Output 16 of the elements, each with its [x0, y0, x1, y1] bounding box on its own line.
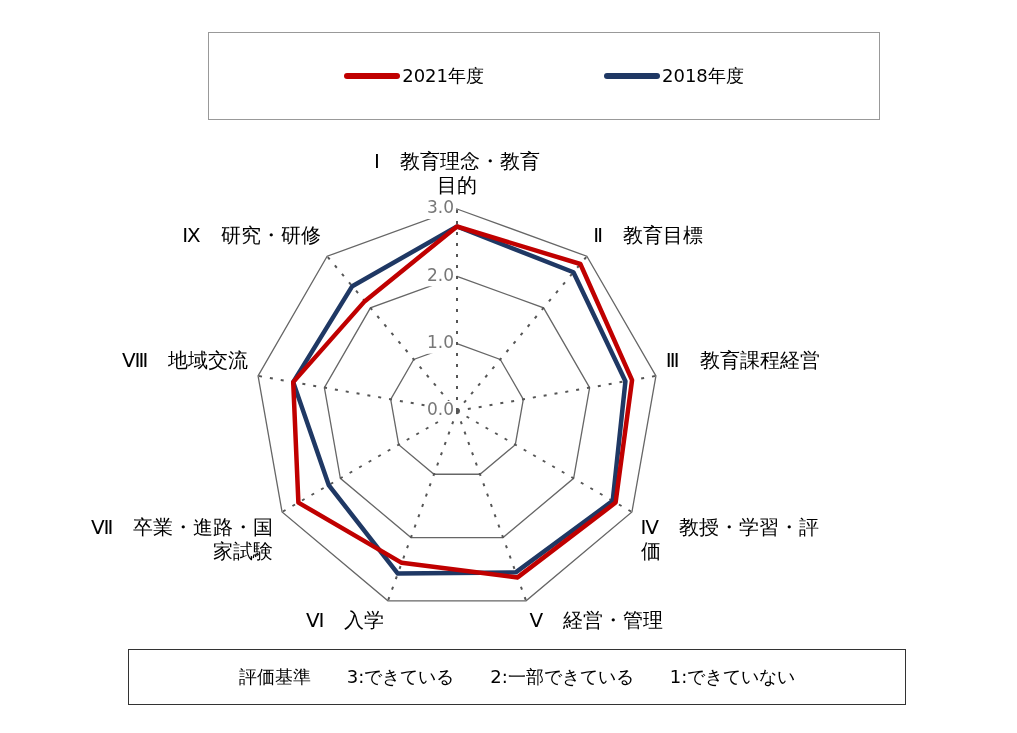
spoke-label: Ⅴ 経営・管理: [529, 608, 664, 633]
y-tick-label: 0.0: [426, 399, 454, 420]
spoke-label: Ⅱ 教育目標: [593, 222, 704, 247]
spoke-label: Ⅳ 教授・学習・評価: [640, 515, 820, 564]
spoke-label: Ⅲ 教育課程経営: [665, 348, 820, 373]
spoke-label: Ⅶ 卒業・進路・国家試験: [91, 515, 274, 564]
text: 評価基準 3:できている 2:一部できている 1:できていない: [128, 649, 906, 705]
spoke-label: Ⅵ 入学: [306, 608, 385, 633]
y-tick-label: 2.0: [426, 264, 454, 285]
spoke-label: Ⅰ 教育理念・教育目的: [374, 149, 540, 198]
spoke-label: Ⅸ 研究・研修: [182, 222, 321, 247]
legend-label: 2021年度: [402, 64, 484, 88]
legend-label: 2018年度: [662, 64, 744, 88]
y-tick-label: 3.0: [426, 197, 454, 218]
spoke-label: Ⅷ 地域交流: [121, 348, 249, 373]
y-tick-label: 1.0: [426, 332, 454, 353]
